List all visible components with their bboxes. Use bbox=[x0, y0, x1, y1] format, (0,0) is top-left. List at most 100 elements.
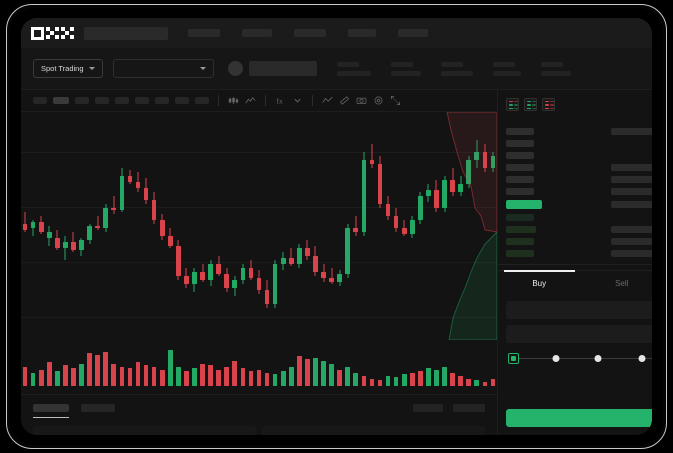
orderbook-amount bbox=[611, 152, 652, 159]
nav-item-4[interactable] bbox=[398, 29, 428, 37]
candle-body-29 bbox=[256, 278, 262, 290]
price-chart[interactable] bbox=[21, 111, 504, 394]
fullscreen-icon[interactable] bbox=[390, 95, 401, 106]
candlestick-chart-icon[interactable] bbox=[228, 95, 239, 106]
price-field[interactable] bbox=[506, 301, 652, 319]
candle-body-1 bbox=[30, 222, 36, 228]
timeframe-2[interactable] bbox=[75, 97, 89, 104]
indicator-icon[interactable]: fx bbox=[275, 95, 286, 106]
bids-only-icon[interactable] bbox=[524, 98, 537, 111]
candle-33 bbox=[288, 112, 294, 340]
candle-30 bbox=[264, 112, 270, 340]
orderbook-ask-row[interactable] bbox=[498, 149, 652, 161]
candle-36 bbox=[313, 112, 318, 340]
candle-29 bbox=[256, 112, 262, 340]
timeframe-3[interactable] bbox=[95, 97, 109, 104]
chevron-down-icon bbox=[199, 67, 206, 70]
candle-10 bbox=[103, 112, 109, 340]
candle-14 bbox=[135, 112, 141, 340]
nav-item-1[interactable] bbox=[242, 29, 272, 37]
logo-glyph-x bbox=[61, 26, 74, 40]
orders-tab-0[interactable] bbox=[33, 404, 69, 418]
volume-bar-54 bbox=[458, 375, 464, 386]
timeframe-8[interactable] bbox=[195, 97, 209, 104]
depth-overlay bbox=[445, 111, 498, 341]
asks-only-icon[interactable] bbox=[542, 98, 555, 111]
candle-body-43 bbox=[369, 160, 375, 164]
toolbar-divider bbox=[218, 95, 219, 106]
okx-logo[interactable] bbox=[31, 26, 74, 40]
timeframe-4[interactable] bbox=[115, 97, 129, 104]
nav-menu bbox=[188, 29, 450, 37]
volume-bar-47 bbox=[401, 374, 407, 386]
tab-sell[interactable]: Sell bbox=[581, 271, 653, 295]
orderbook-header bbox=[498, 117, 652, 125]
orders-action-0[interactable] bbox=[413, 404, 443, 412]
timeframe-5[interactable] bbox=[135, 97, 149, 104]
orderbook-ask-row[interactable] bbox=[498, 173, 652, 185]
candle-body-7 bbox=[79, 240, 84, 250]
panel-card-right[interactable] bbox=[262, 426, 485, 435]
orderbook-last-price bbox=[506, 199, 542, 209]
candle-body-5 bbox=[63, 242, 68, 248]
orderbook-bid-row[interactable] bbox=[498, 211, 652, 223]
orderbook-ask-row[interactable] bbox=[498, 161, 652, 173]
candle-body-51 bbox=[434, 190, 439, 208]
volume-bar-39 bbox=[337, 369, 342, 386]
ruler-icon[interactable] bbox=[339, 95, 350, 106]
camera-icon[interactable] bbox=[356, 95, 367, 106]
ob-mode-bar bbox=[545, 104, 550, 106]
tab-buy-label: Buy bbox=[532, 279, 547, 288]
tab-buy[interactable]: Buy bbox=[498, 270, 581, 295]
chevron-down-icon[interactable] bbox=[292, 95, 303, 106]
ticker-stat-4 bbox=[540, 61, 571, 76]
orderbook-bid-row[interactable] bbox=[498, 247, 652, 259]
volume-bar-5 bbox=[63, 365, 68, 386]
submit-order-button[interactable] bbox=[506, 409, 652, 427]
orderbook-bid-row[interactable] bbox=[498, 235, 652, 247]
candle-6 bbox=[71, 112, 76, 340]
settings-gear-icon[interactable] bbox=[373, 95, 384, 106]
nav-item-2[interactable] bbox=[294, 29, 326, 37]
svg-text:fx: fx bbox=[276, 96, 283, 105]
orderbook-ask-row[interactable] bbox=[498, 185, 652, 197]
slider-node-66[interactable] bbox=[594, 355, 602, 362]
orderbook-bid-row[interactable] bbox=[498, 223, 652, 235]
orders-tab-1[interactable] bbox=[81, 404, 115, 412]
volume-bar-52 bbox=[442, 366, 447, 386]
candle-46 bbox=[393, 112, 399, 340]
candle-body-54 bbox=[458, 184, 464, 192]
volume-bar-56 bbox=[474, 380, 480, 386]
orderbook-last-price-row[interactable] bbox=[498, 197, 652, 211]
both-sides-icon[interactable] bbox=[506, 98, 519, 111]
candle-body-31 bbox=[272, 264, 278, 304]
candle-body-15 bbox=[143, 188, 149, 200]
trading-mode-select[interactable]: Spot Trading bbox=[33, 59, 103, 78]
volume-bar-31 bbox=[272, 374, 278, 386]
candle-12 bbox=[119, 112, 125, 340]
timeframe-0[interactable] bbox=[33, 97, 47, 104]
orderbook-ask-row[interactable] bbox=[498, 137, 652, 149]
orderbook-ask-row[interactable] bbox=[498, 125, 652, 137]
percent-slider[interactable] bbox=[508, 353, 652, 365]
nav-item-3[interactable] bbox=[348, 29, 376, 37]
timeframe-7[interactable] bbox=[175, 97, 189, 104]
slider-handle[interactable] bbox=[508, 353, 519, 364]
candle-body-0 bbox=[22, 224, 28, 230]
candle-11 bbox=[111, 112, 117, 340]
search-input[interactable] bbox=[84, 26, 168, 40]
timeframe-6[interactable] bbox=[155, 97, 169, 104]
line-chart-icon[interactable] bbox=[245, 95, 256, 106]
candle-50 bbox=[426, 112, 431, 340]
nav-item-0[interactable] bbox=[188, 29, 220, 37]
trading-pair-select[interactable] bbox=[112, 59, 214, 78]
orders-action-1[interactable] bbox=[453, 404, 485, 412]
amount-field[interactable] bbox=[506, 325, 652, 343]
panel-card-left[interactable] bbox=[33, 426, 256, 435]
orderbook-rows[interactable] bbox=[498, 125, 652, 265]
candle-38 bbox=[329, 112, 334, 340]
slider-node-33[interactable] bbox=[552, 355, 560, 362]
timeframe-1[interactable] bbox=[53, 97, 69, 104]
slider-node-100[interactable] bbox=[638, 355, 646, 362]
trendline-icon[interactable] bbox=[322, 95, 333, 106]
